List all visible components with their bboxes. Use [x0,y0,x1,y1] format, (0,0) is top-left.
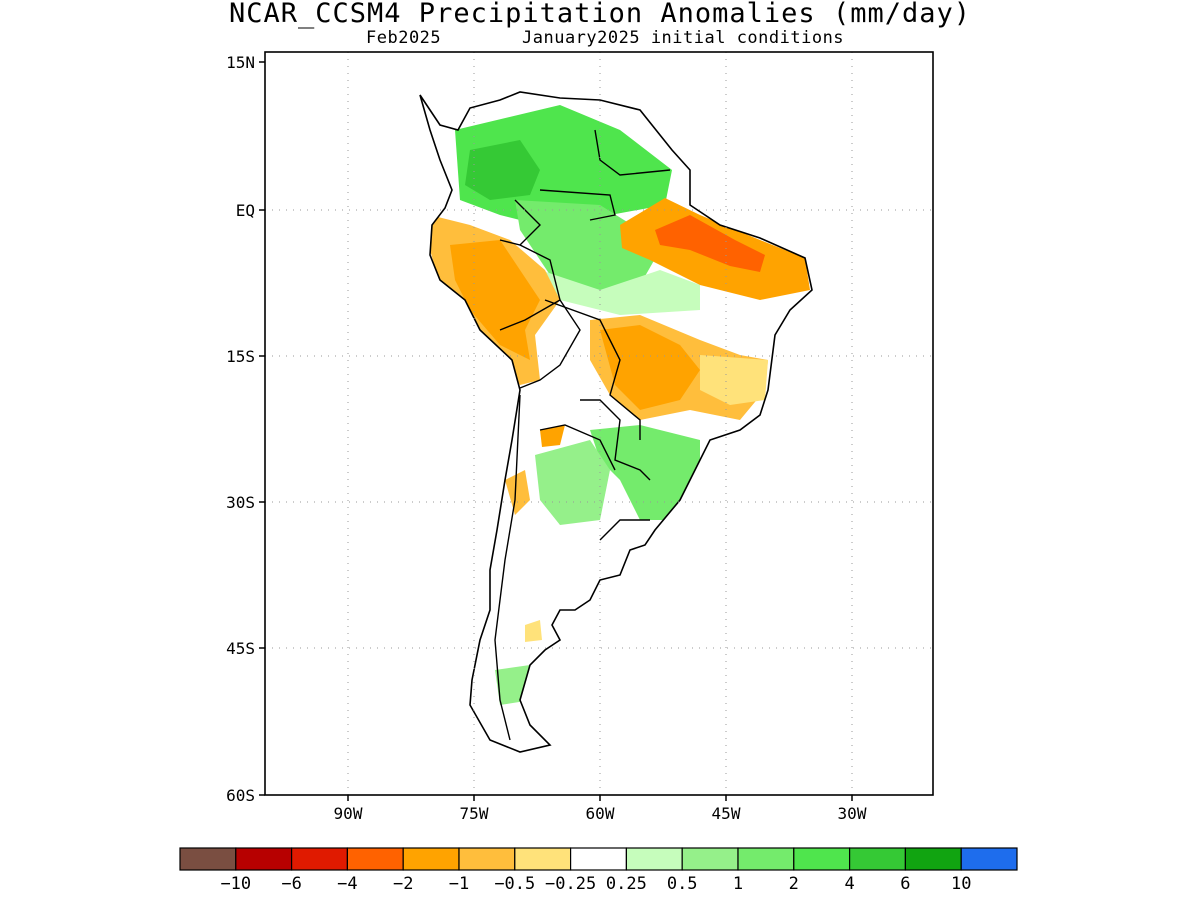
plot-frame [264,51,934,796]
coastline [419,91,813,753]
anomaly-dry-bolivia [540,425,565,447]
longitude-axis: 90W 75W 60W 45W 30W [334,795,867,823]
anomaly-light-dry-east [700,355,768,405]
colorbar-swatch [402,847,460,871]
lon-tick-label: 60W [586,804,615,823]
anomaly-dry-central-brazil-core [600,325,700,410]
colorbar-swatch [514,847,572,871]
colorbar-swatch [291,847,349,871]
colorbar-label: 10 [951,874,971,894]
anomaly-wet-central-america [335,60,405,100]
colorbar-swatch [904,847,962,871]
colorbar-swatch [458,847,516,871]
anomaly-dry-andes [505,470,530,515]
colorbar-swatch [179,847,237,871]
colorbar-swatch [793,847,851,871]
anomaly-wet-argentina [535,440,610,525]
colorbar-label: −10 [220,874,251,894]
grid-lines [265,52,933,795]
colorbar-label: 6 [900,874,910,894]
colorbar-label: 2 [789,874,799,894]
anomaly-very-dry-northeast [655,215,765,272]
colorbar-label: −4 [337,874,357,894]
colorbar-swatch [235,847,293,871]
chart-title: NCAR_CCSM4 Precipitation Anomalies (mm/d… [229,0,971,29]
colorbar-label: 0.25 [606,874,647,894]
colorbar-swatch [848,847,906,871]
lat-tick-label: EQ [236,201,255,220]
lat-tick-label: 45S [226,639,255,658]
initial-conditions-label: January2025 initial conditions [522,28,845,48]
colorbar: −10 −6 −4 −2 −1 −0.5 −0.25 0.25 0.5 1 2 4 6 10 [179,847,1018,894]
colorbar-label: 1 [733,874,743,894]
latitude-axis: 15N EQ 15S 30S 45S 60S [226,53,265,805]
colorbar-swatch [625,847,683,871]
anomaly-wet-north-core [465,140,540,200]
lon-tick-label: 75W [460,804,489,823]
country-borders [494,129,671,741]
colorbar-swatch [737,847,795,871]
lat-tick-label: 15N [226,53,255,72]
colorbar-label: 4 [844,874,854,894]
anomaly-field [335,60,810,705]
colorbar-label: −2 [393,874,413,894]
anomaly-wet-north [455,105,672,230]
lon-tick-label: 30W [838,804,867,823]
colorbar-label: −0.25 [545,874,596,894]
lat-tick-label: 60S [226,786,255,805]
colorbar-label: −0.5 [494,874,535,894]
colorbar-label: −6 [281,874,301,894]
colorbar-swatch [569,847,627,871]
colorbar-swatch [346,847,404,871]
anomaly-dry-patagonia [525,620,542,642]
forecast-month-label: Feb2025 [366,28,442,48]
lon-tick-label: 45W [712,804,741,823]
lon-tick-label: 90W [334,804,363,823]
colorbar-label: −1 [449,874,469,894]
anomaly-light-wet-band [540,270,700,315]
colorbar-swatch [681,847,739,871]
colorbar-swatch [960,847,1018,871]
colorbar-label: 0.5 [667,874,698,894]
lat-tick-label: 30S [226,493,255,512]
anomaly-dry-peru-core [450,240,540,360]
lat-tick-label: 15S [226,347,255,366]
anomaly-wet-south-brazil [590,425,700,520]
